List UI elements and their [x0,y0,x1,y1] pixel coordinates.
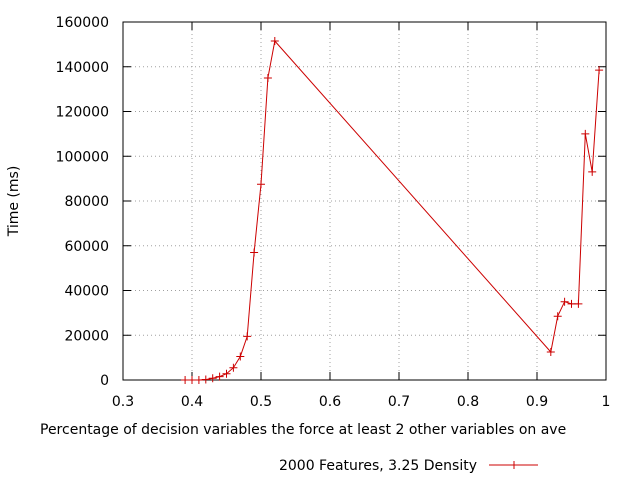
x-tick-label: 0.3 [112,394,134,410]
data-point [560,297,569,306]
data-point [270,37,279,46]
data-point [222,369,231,378]
y-tick-label: 60000 [64,239,109,255]
grid-lines [123,22,606,380]
data-point [553,312,562,321]
data-point [581,129,590,138]
y-tick-labels: 0 20000 40000 60000 80000 100000 120000 140000 1… [56,15,109,389]
data-point [215,372,224,381]
y-tick-label: 20000 [64,328,109,344]
legend: 2000 Features, 3.25 Density [279,458,538,474]
y-tick-label: 120000 [56,105,109,121]
y-tick-label: 80000 [64,194,109,210]
data-point [567,299,576,308]
data-point [188,376,196,384]
x-axis-title: Percentage of decision variables the for… [40,422,566,438]
series-layer [181,37,604,384]
data-point [201,375,210,384]
data-point [257,180,265,189]
y-tick-label: 0 [100,373,109,389]
x-tick-label: 0.4 [181,394,203,410]
legend-label: 2000 Features, 3.25 Density [279,458,477,474]
data-point [574,299,583,308]
data-point [588,167,597,176]
data-point [194,376,203,384]
x-tick-labels: 0.3 0.4 0.5 0.6 0.7 0.8 0.9 1 [112,394,611,410]
data-point [595,66,604,75]
data-point [236,352,245,361]
data-point [250,248,259,257]
y-tick-label: 40000 [64,284,109,300]
data-point [546,348,555,357]
y-tick-label: 100000 [56,149,109,165]
x-tick-label: 0.6 [319,394,341,410]
x-tick-label: 0.5 [250,394,272,410]
axis-ticks [122,21,607,381]
y-tick-label: 140000 [56,60,109,76]
x-tick-label: 0.7 [388,394,410,410]
y-tick-label: 160000 [56,15,109,31]
data-point [208,374,217,383]
legend-marker [510,461,518,469]
x-tick-label: 0.8 [457,394,479,410]
y-axis-title: Time (ms) [6,166,22,238]
data-point [181,376,190,384]
x-tick-label: 0.9 [526,394,548,410]
data-point [263,73,272,82]
data-point [229,363,238,372]
x-tick-label: 1 [602,394,611,410]
data-point [243,332,252,341]
